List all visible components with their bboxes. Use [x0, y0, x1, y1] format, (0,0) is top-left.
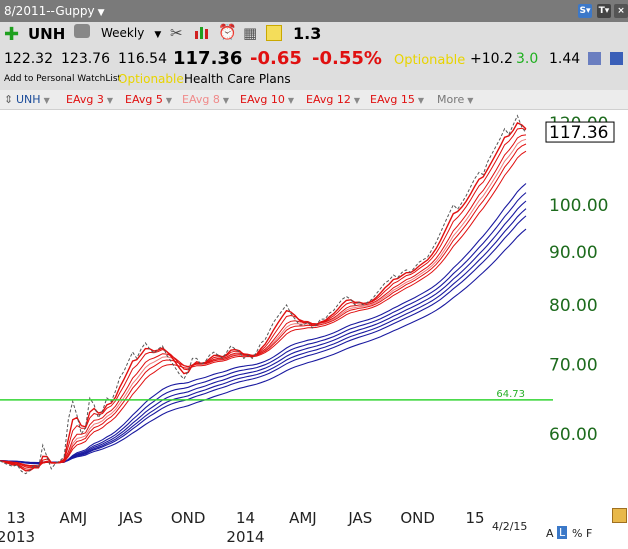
y-tick-label: 60.00	[549, 425, 598, 445]
x-tick-label: OND	[171, 509, 206, 527]
optionable-label: Optionable	[118, 72, 184, 86]
database-icon[interactable]	[588, 52, 601, 65]
indicator-bar: ⇕ UNH ▼ EAvg 3 ▼ EAvg 5 ▼ EAvg 8 ▼ EAvg 10 ▼ …	[0, 90, 628, 110]
indicator-symbol[interactable]: UNH ▼	[16, 93, 50, 106]
long-ema-line-35	[0, 192, 527, 465]
x-tick-label: OND	[400, 509, 435, 527]
x-tick-label: JAS	[347, 509, 372, 527]
x-tick-label: 14	[236, 509, 255, 527]
low-price: 116.54	[118, 51, 167, 67]
close-icon[interactable]: ×	[614, 4, 628, 18]
tools-icon[interactable]: ✂	[170, 24, 183, 42]
short-ema-line-10	[0, 138, 527, 468]
chart-date-label: 4/2/15	[492, 520, 528, 533]
add-to-watchlist-link[interactable]: Add to Personal WatchList	[4, 74, 122, 84]
stat-value-2: 3.0	[516, 51, 539, 67]
price-change: -0.65	[250, 48, 302, 69]
short-ema-line-15	[0, 150, 527, 467]
x-year-label: 2013	[0, 528, 35, 546]
window-title[interactable]: 8/2011--Guppy ▼	[4, 4, 105, 18]
alarm-icon[interactable]: ⏰	[218, 23, 237, 41]
y-tick-label: 90.00	[549, 243, 598, 263]
more-menu[interactable]: More ▼	[437, 93, 474, 106]
y-tick-label: 100.00	[549, 196, 608, 216]
stat-value-3: 1.44	[549, 51, 581, 67]
note-icon[interactable]	[266, 25, 282, 41]
last-price-label: 117.36	[549, 123, 608, 143]
reference-line-group: 64.73	[0, 389, 553, 401]
high-price: 123.76	[61, 51, 110, 67]
zoom-value: 1.3	[293, 24, 322, 43]
long-ema-line-60	[0, 228, 527, 464]
short-ema-line-3	[0, 121, 527, 472]
grid-add-icon[interactable]: ▦	[243, 24, 258, 42]
print-icon[interactable]	[74, 24, 90, 38]
save-icon[interactable]	[610, 52, 623, 65]
long-ema-line-45	[0, 208, 527, 464]
axis-a-toggle[interactable]: A	[546, 527, 554, 540]
last-price-group: 117.36	[545, 121, 615, 143]
chevron-down-icon: ▼	[154, 30, 162, 40]
y-tick-label: 80.00	[549, 296, 598, 316]
short-ema-line-8	[0, 134, 527, 469]
last-price-box	[545, 121, 615, 143]
chevron-down-icon[interactable]: ▼	[97, 8, 105, 18]
price-series-group	[0, 114, 527, 475]
indicator-eavg8[interactable]: EAvg 8 ▼	[182, 93, 229, 106]
long-ema-line-50	[0, 215, 527, 464]
x-tick-label: 15	[466, 509, 485, 527]
quote-toolbar: ✚ UNH Weekly ▼ ✂ ⏰ ▦ 1.3 122.32 123.76 11…	[0, 22, 628, 90]
indicator-eavg5[interactable]: EAvg 5 ▼	[125, 93, 172, 106]
short-ema-group	[0, 121, 527, 472]
log-scale-toggle[interactable]: L	[557, 526, 568, 539]
s-menu-icon[interactable]: S▾	[578, 4, 592, 18]
symbol-label[interactable]: UNH	[28, 25, 66, 43]
short-ema-line-5	[0, 127, 527, 470]
x-tick-label: AMJ	[289, 509, 317, 527]
open-price: 122.32	[4, 51, 53, 67]
price-line	[0, 114, 527, 475]
long-ema-line-30	[0, 183, 527, 465]
long-ema-line-40	[0, 200, 527, 464]
sort-icon[interactable]: ⇕	[4, 93, 14, 106]
y-tick-label: 70.00	[549, 356, 598, 376]
industry-label[interactable]: Health Care Plans	[184, 72, 291, 86]
edit-icon[interactable]	[612, 508, 627, 523]
optionable-badge: Optionable	[394, 53, 466, 68]
x-tick-label: AMJ	[60, 509, 88, 527]
x-year-label: 2014	[226, 528, 264, 546]
add-symbol-icon[interactable]: ✚	[4, 24, 20, 45]
x-tick-label: 13	[6, 509, 25, 527]
short-ema-line-12	[0, 143, 527, 467]
long-ema-group	[0, 183, 527, 465]
percent-toggle[interactable]: %	[572, 527, 583, 540]
price-change-pct: -0.55%	[312, 48, 382, 69]
stat-value-1: +10.2	[470, 51, 513, 67]
f-toggle[interactable]: F	[586, 527, 593, 540]
reference-line-label: 64.73	[496, 389, 525, 400]
interval-select[interactable]: Weekly ▼	[101, 26, 162, 40]
indicator-eavg12[interactable]: EAvg 12 ▼	[306, 93, 360, 106]
last-price: 117.36	[173, 48, 243, 69]
indicator-eavg10[interactable]: EAvg 10 ▼	[240, 93, 294, 106]
indicator-eavg15[interactable]: EAvg 15 ▼	[370, 93, 424, 106]
x-tick-label: JAS	[118, 509, 143, 527]
indicator-eavg3[interactable]: EAvg 3 ▼	[66, 93, 113, 106]
x-axis: 13 AMJ JAS OND 14 AMJ JAS OND 15 2013 2014	[0, 509, 485, 546]
bar-chart-icon[interactable]	[194, 25, 210, 39]
type-menu-icon[interactable]: T▾	[597, 4, 611, 18]
window-titlebar: 8/2011--Guppy ▼ S▾ T▾ ×	[0, 0, 628, 22]
